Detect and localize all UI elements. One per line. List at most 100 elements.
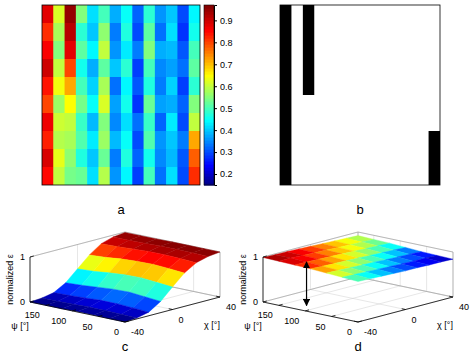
cell: [132, 167, 144, 185]
box-edge: [220, 252, 221, 297]
cell: [53, 149, 65, 168]
cell: [349, 149, 361, 168]
cell: [87, 167, 99, 185]
cell: [291, 23, 303, 42]
colorbar: 0.20.30.40.50.60.70.80.9: [204, 5, 233, 186]
tick-mark: [305, 310, 309, 311]
cell: [177, 23, 189, 42]
cell: [349, 77, 361, 96]
cell: [121, 167, 133, 185]
cell: [177, 59, 189, 78]
cell: [87, 77, 99, 96]
cell: [349, 95, 361, 114]
cell: [303, 59, 315, 78]
cell: [349, 23, 361, 42]
cell: [291, 77, 303, 96]
cell: [76, 113, 88, 132]
cell: [110, 131, 122, 150]
cell: [110, 41, 122, 60]
cell: [177, 5, 189, 24]
cell: [417, 167, 429, 185]
cell: [371, 113, 383, 132]
cell: [280, 167, 292, 185]
axis-title: ψ [°]: [11, 321, 29, 331]
cell: [383, 23, 395, 42]
z-axis-line: [263, 257, 264, 302]
cell: [110, 5, 122, 24]
cell: [337, 95, 349, 114]
tick: 0.3: [214, 147, 233, 157]
cell: [371, 5, 383, 24]
x-axis-line: [30, 302, 125, 322]
cell: [417, 95, 429, 114]
tick-mark: [279, 304, 283, 305]
cell: [53, 59, 65, 78]
cell: [303, 77, 315, 96]
cell: [87, 149, 99, 168]
cell: [65, 59, 77, 78]
cell: [65, 77, 77, 96]
cell: [132, 149, 144, 168]
cell: [110, 59, 122, 78]
cell: [291, 41, 303, 60]
cell: [349, 41, 361, 60]
cell: [98, 41, 110, 60]
tick-label: 0.8: [220, 38, 233, 48]
tick-label: -40: [364, 327, 377, 337]
cell: [53, 77, 65, 96]
tick-mark: [263, 301, 267, 302]
cell: [166, 167, 178, 185]
z-axis-line: [30, 257, 31, 302]
cell: [87, 95, 99, 114]
tick-label: 0: [179, 315, 184, 325]
grid: [263, 232, 453, 322]
cell: [349, 113, 361, 132]
cell: [53, 167, 65, 185]
panel-label: d: [354, 339, 361, 354]
cell: [280, 113, 292, 132]
axis-title: normalized ε: [238, 254, 248, 305]
cell: [53, 131, 65, 150]
cell: [417, 113, 429, 132]
tick-mark: [46, 304, 50, 305]
cell: [326, 167, 338, 185]
cell: [87, 113, 99, 132]
cell: [76, 131, 88, 150]
cell: [189, 23, 200, 42]
cell: [132, 113, 144, 132]
tick: 0.9: [214, 16, 233, 26]
tick-label: 0.7: [220, 60, 233, 70]
cell: [360, 113, 372, 132]
cell: [177, 113, 189, 132]
tick: 0.7: [214, 60, 233, 70]
cell: [155, 95, 167, 114]
cell: [177, 167, 189, 185]
cell: [417, 59, 429, 78]
cell: [144, 23, 156, 42]
cell: [98, 23, 110, 42]
cell: [155, 131, 167, 150]
cell: [280, 77, 292, 96]
cell: [383, 77, 395, 96]
cell: [166, 131, 178, 150]
y-axis-line: [358, 297, 453, 322]
cell: [98, 149, 110, 168]
cell: [53, 113, 65, 132]
cell: [166, 23, 178, 42]
cell: [394, 5, 406, 24]
cell: [155, 113, 167, 132]
cell: [314, 5, 326, 24]
cell: [155, 5, 167, 24]
tick: 0.5: [214, 104, 233, 114]
cell: [110, 113, 122, 132]
colorbar-axis-line: [215, 6, 218, 186]
tick-label: 0.4: [220, 126, 233, 136]
cell: [429, 113, 440, 132]
surface-panel: 050100150-4004001ψ [°]χ [°]normalized ε: [238, 232, 469, 337]
cell: [303, 113, 315, 132]
cell: [121, 41, 133, 60]
cell: [383, 95, 395, 114]
panel-label: c: [122, 339, 129, 354]
cell: [303, 5, 315, 24]
cell: [303, 23, 315, 42]
